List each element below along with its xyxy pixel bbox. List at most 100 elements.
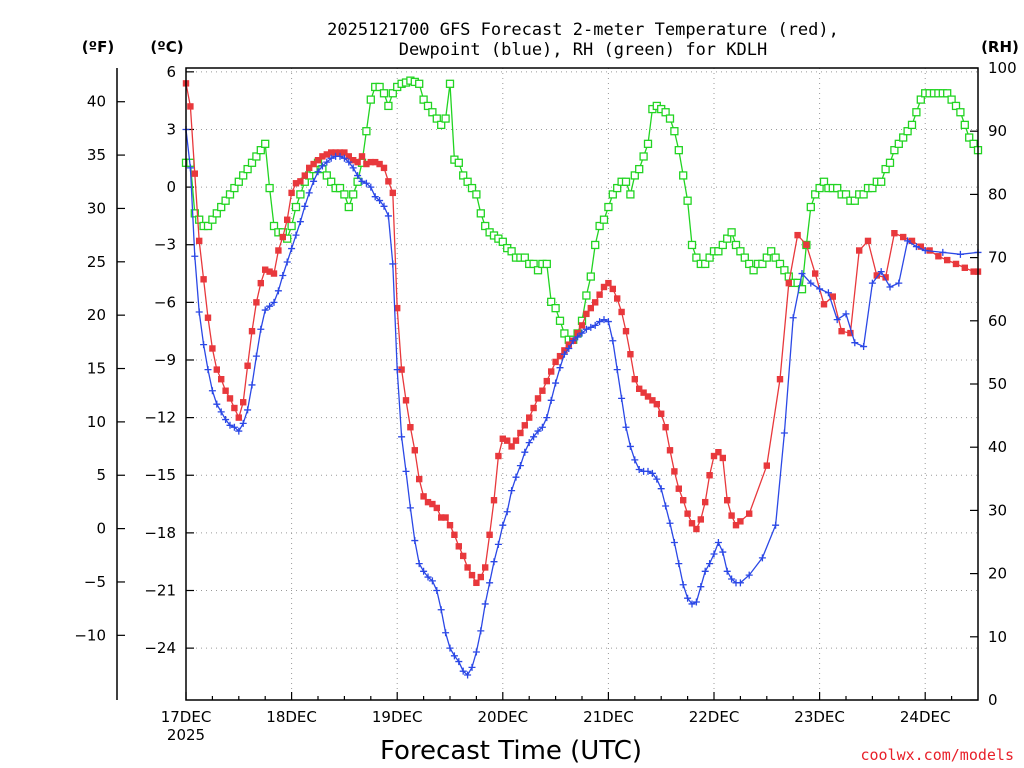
rh-point bbox=[225, 190, 235, 199]
temperature-point bbox=[257, 279, 264, 287]
dewpoint-point bbox=[565, 344, 573, 352]
temperature-point bbox=[292, 180, 300, 187]
rh-point bbox=[217, 202, 226, 212]
rh-point bbox=[679, 171, 688, 180]
temperature-point bbox=[856, 247, 863, 254]
temperature-point bbox=[420, 493, 427, 500]
celsius-tick-label: −15 bbox=[144, 466, 176, 484]
rh-point bbox=[375, 82, 384, 92]
temperature-point bbox=[407, 424, 414, 431]
x-tick-label: 20DEC bbox=[478, 708, 529, 726]
rh-point bbox=[481, 221, 490, 231]
dewpoint-point bbox=[239, 419, 247, 427]
temperature-point bbox=[587, 304, 594, 312]
dewpoint-point bbox=[723, 567, 731, 575]
temperature-point bbox=[372, 158, 379, 166]
grid-lines bbox=[117, 67, 978, 701]
rh-point bbox=[775, 259, 785, 269]
dewpoint-point bbox=[939, 248, 947, 256]
celsius-tick-label: −24 bbox=[144, 639, 176, 657]
temperature-point bbox=[438, 514, 445, 521]
dewpoint-point bbox=[340, 154, 348, 162]
x-tick-label: 18DEC bbox=[266, 708, 317, 726]
dewpoint-point bbox=[626, 442, 634, 450]
fahrenheit-tick-label: 25 bbox=[87, 253, 106, 271]
temperature-point bbox=[218, 375, 225, 383]
dewpoint-point bbox=[886, 283, 894, 291]
dewpoint-point bbox=[371, 193, 379, 201]
chart-title-line-2: Dewpoint (blue), RH (green) for KDLH bbox=[399, 40, 767, 60]
dewpoint-point bbox=[459, 667, 467, 675]
dewpoint-point bbox=[538, 423, 546, 431]
dewpoint-point bbox=[842, 310, 850, 318]
temperature-point bbox=[451, 531, 458, 538]
celsius-tick-label: −3 bbox=[154, 236, 176, 254]
rh-point bbox=[212, 209, 221, 218]
rh-tick-label: 20 bbox=[988, 565, 1007, 583]
temperature-point bbox=[838, 327, 845, 335]
temperature-point bbox=[288, 189, 295, 197]
dewpoint-point bbox=[860, 343, 868, 351]
dewpoint-point bbox=[191, 252, 199, 260]
source-credit: coolwx.com/models bbox=[860, 746, 1014, 764]
temperature-point bbox=[702, 498, 709, 506]
dewpoint-point bbox=[921, 246, 929, 254]
rh-point bbox=[881, 164, 890, 174]
temperature-point bbox=[297, 178, 304, 185]
x-tick-sublabel: 2025 bbox=[167, 726, 205, 744]
temperature-point bbox=[517, 429, 524, 437]
rh-point bbox=[595, 221, 604, 231]
rh-point bbox=[674, 146, 683, 155]
dewpoint-point bbox=[186, 164, 194, 172]
dewpoint-point bbox=[780, 429, 788, 437]
rh-point bbox=[885, 158, 895, 167]
temperature-point bbox=[688, 520, 696, 527]
temperature-point bbox=[341, 149, 348, 156]
rh-point bbox=[463, 177, 472, 186]
temperature-point bbox=[235, 414, 242, 421]
temperature-point bbox=[565, 341, 572, 348]
temperature-point bbox=[521, 422, 528, 429]
temperature-point bbox=[460, 552, 467, 560]
celsius-unit-label: (ºC) bbox=[150, 38, 183, 56]
rh-point bbox=[379, 89, 389, 98]
dewpoint-line bbox=[185, 129, 979, 677]
rh-point bbox=[520, 253, 529, 262]
rh-point bbox=[437, 120, 446, 130]
dewpoint-point bbox=[222, 416, 230, 424]
rh-point bbox=[432, 114, 441, 123]
rh-point bbox=[269, 221, 279, 231]
rh-point bbox=[203, 221, 213, 231]
rh-point bbox=[819, 177, 829, 186]
rh-point bbox=[899, 133, 908, 142]
dewpoint-point bbox=[200, 341, 208, 349]
temperature-point bbox=[504, 437, 511, 444]
temperature-point bbox=[477, 573, 484, 581]
temperature-point bbox=[644, 393, 652, 400]
dewpoint-point bbox=[481, 600, 489, 608]
rh-point bbox=[208, 215, 217, 224]
dewpoint-point bbox=[464, 671, 472, 679]
fahrenheit-tick-label: 15 bbox=[87, 360, 106, 378]
temperature-point bbox=[204, 314, 212, 321]
temperature-point bbox=[785, 279, 792, 287]
rh-point bbox=[582, 291, 591, 300]
rh-point bbox=[758, 259, 767, 269]
temperature-point bbox=[314, 157, 322, 164]
temperature-point bbox=[191, 170, 198, 177]
rh-point bbox=[423, 101, 433, 111]
dewpoint-point bbox=[772, 521, 780, 529]
dewpoint-point bbox=[833, 316, 841, 324]
dewpoint-point bbox=[525, 439, 533, 447]
temperature-point bbox=[345, 153, 352, 160]
dewpoint-point bbox=[376, 197, 384, 205]
rh-point bbox=[252, 152, 261, 161]
dewpoint-point bbox=[745, 571, 753, 579]
temperature-point bbox=[508, 443, 515, 450]
temperature-point bbox=[473, 579, 480, 587]
rh-point bbox=[916, 95, 925, 104]
rh-point bbox=[560, 329, 569, 338]
dewpoint-point bbox=[622, 423, 630, 431]
rh-point bbox=[626, 190, 635, 199]
